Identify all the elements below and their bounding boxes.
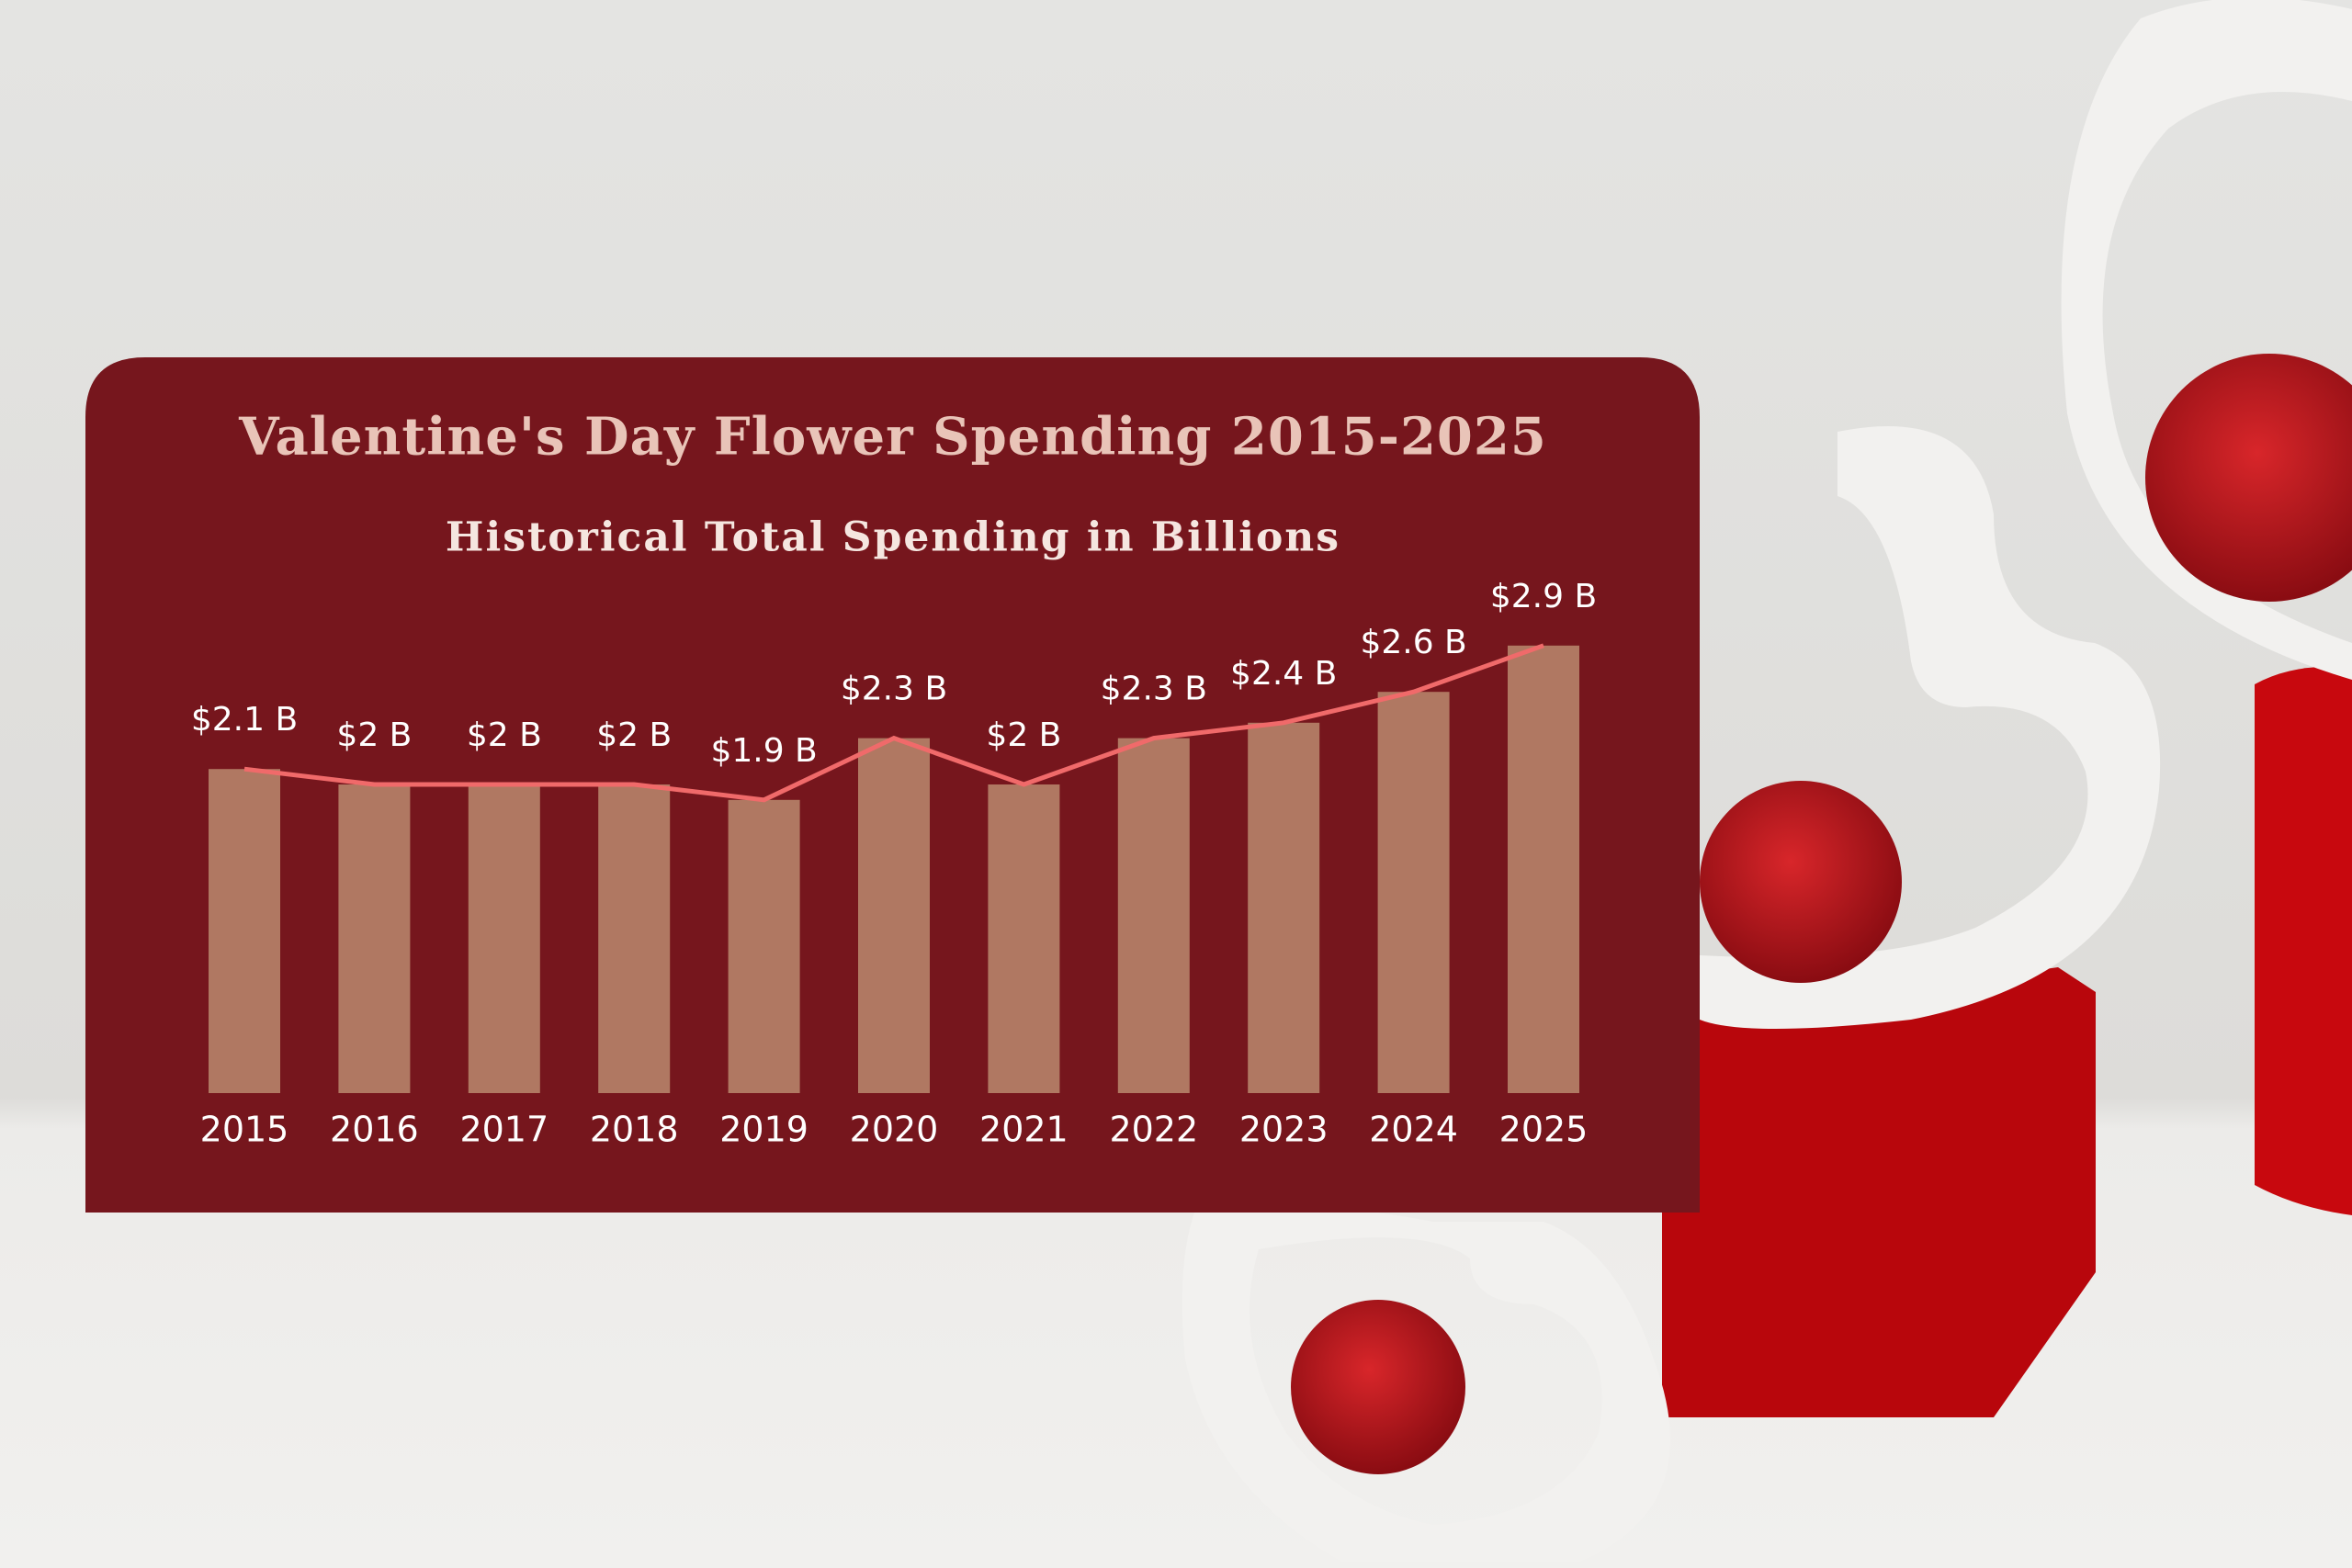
value-label: $2 B [986,716,1061,754]
bar [1248,722,1320,1093]
bar [468,784,540,1093]
value-label: $2.3 B [1101,671,1207,708]
bar [1117,738,1190,1093]
heart-frame [1700,426,2161,1029]
bar [728,799,800,1093]
value-label: $1.9 B [710,732,817,770]
chart-subtitle: Historical Total Spending in Billions [446,514,1340,561]
bar [858,738,930,1093]
trend-line [243,643,1544,803]
plot: $2.1 B 2015 $2 B 2016 $2 B 2017 $2 B 2018 $1.9 B… [191,578,1597,1150]
bar [988,784,1060,1093]
x-tick-label: 2017 [459,1110,548,1150]
x-tick-label: 2019 [719,1110,808,1150]
x-tick-label: 2025 [1499,1110,1589,1150]
value-label: $2 B [336,716,412,754]
value-label: $2.3 B [841,671,947,708]
heart-frame [2061,0,2352,680]
rose [2145,354,2352,602]
value-label: $2.1 B [191,701,298,739]
value-label: $2 B [596,716,672,754]
value-label: $2.4 B [1230,655,1337,693]
bar [1508,645,1579,1093]
heart-frame [1182,1205,1670,1562]
x-tick-label: 2024 [1369,1110,1458,1150]
red-cylinder [2255,667,2352,1215]
x-tick-label: 2015 [200,1110,289,1150]
bar [338,784,411,1093]
bar [598,784,671,1093]
rose [1700,781,1902,983]
rose [1291,1300,1465,1474]
x-tick-label: 2020 [850,1110,939,1150]
x-tick-label: 2023 [1239,1110,1329,1150]
red-cube [1662,967,2096,1417]
x-tick-label: 2022 [1109,1110,1198,1150]
value-label: $2.9 B [1490,578,1597,615]
x-tick-label: 2018 [590,1110,679,1150]
chart-title: Valentine's Day Flower Spending 2015-202… [238,407,1547,468]
bar [209,769,280,1093]
x-tick-label: 2016 [330,1110,419,1150]
bar [1377,692,1450,1093]
x-tick-label: 2021 [979,1110,1069,1150]
value-label: $2 B [467,716,542,754]
value-label: $2.6 B [1360,624,1466,661]
decoration [1182,0,2352,1562]
